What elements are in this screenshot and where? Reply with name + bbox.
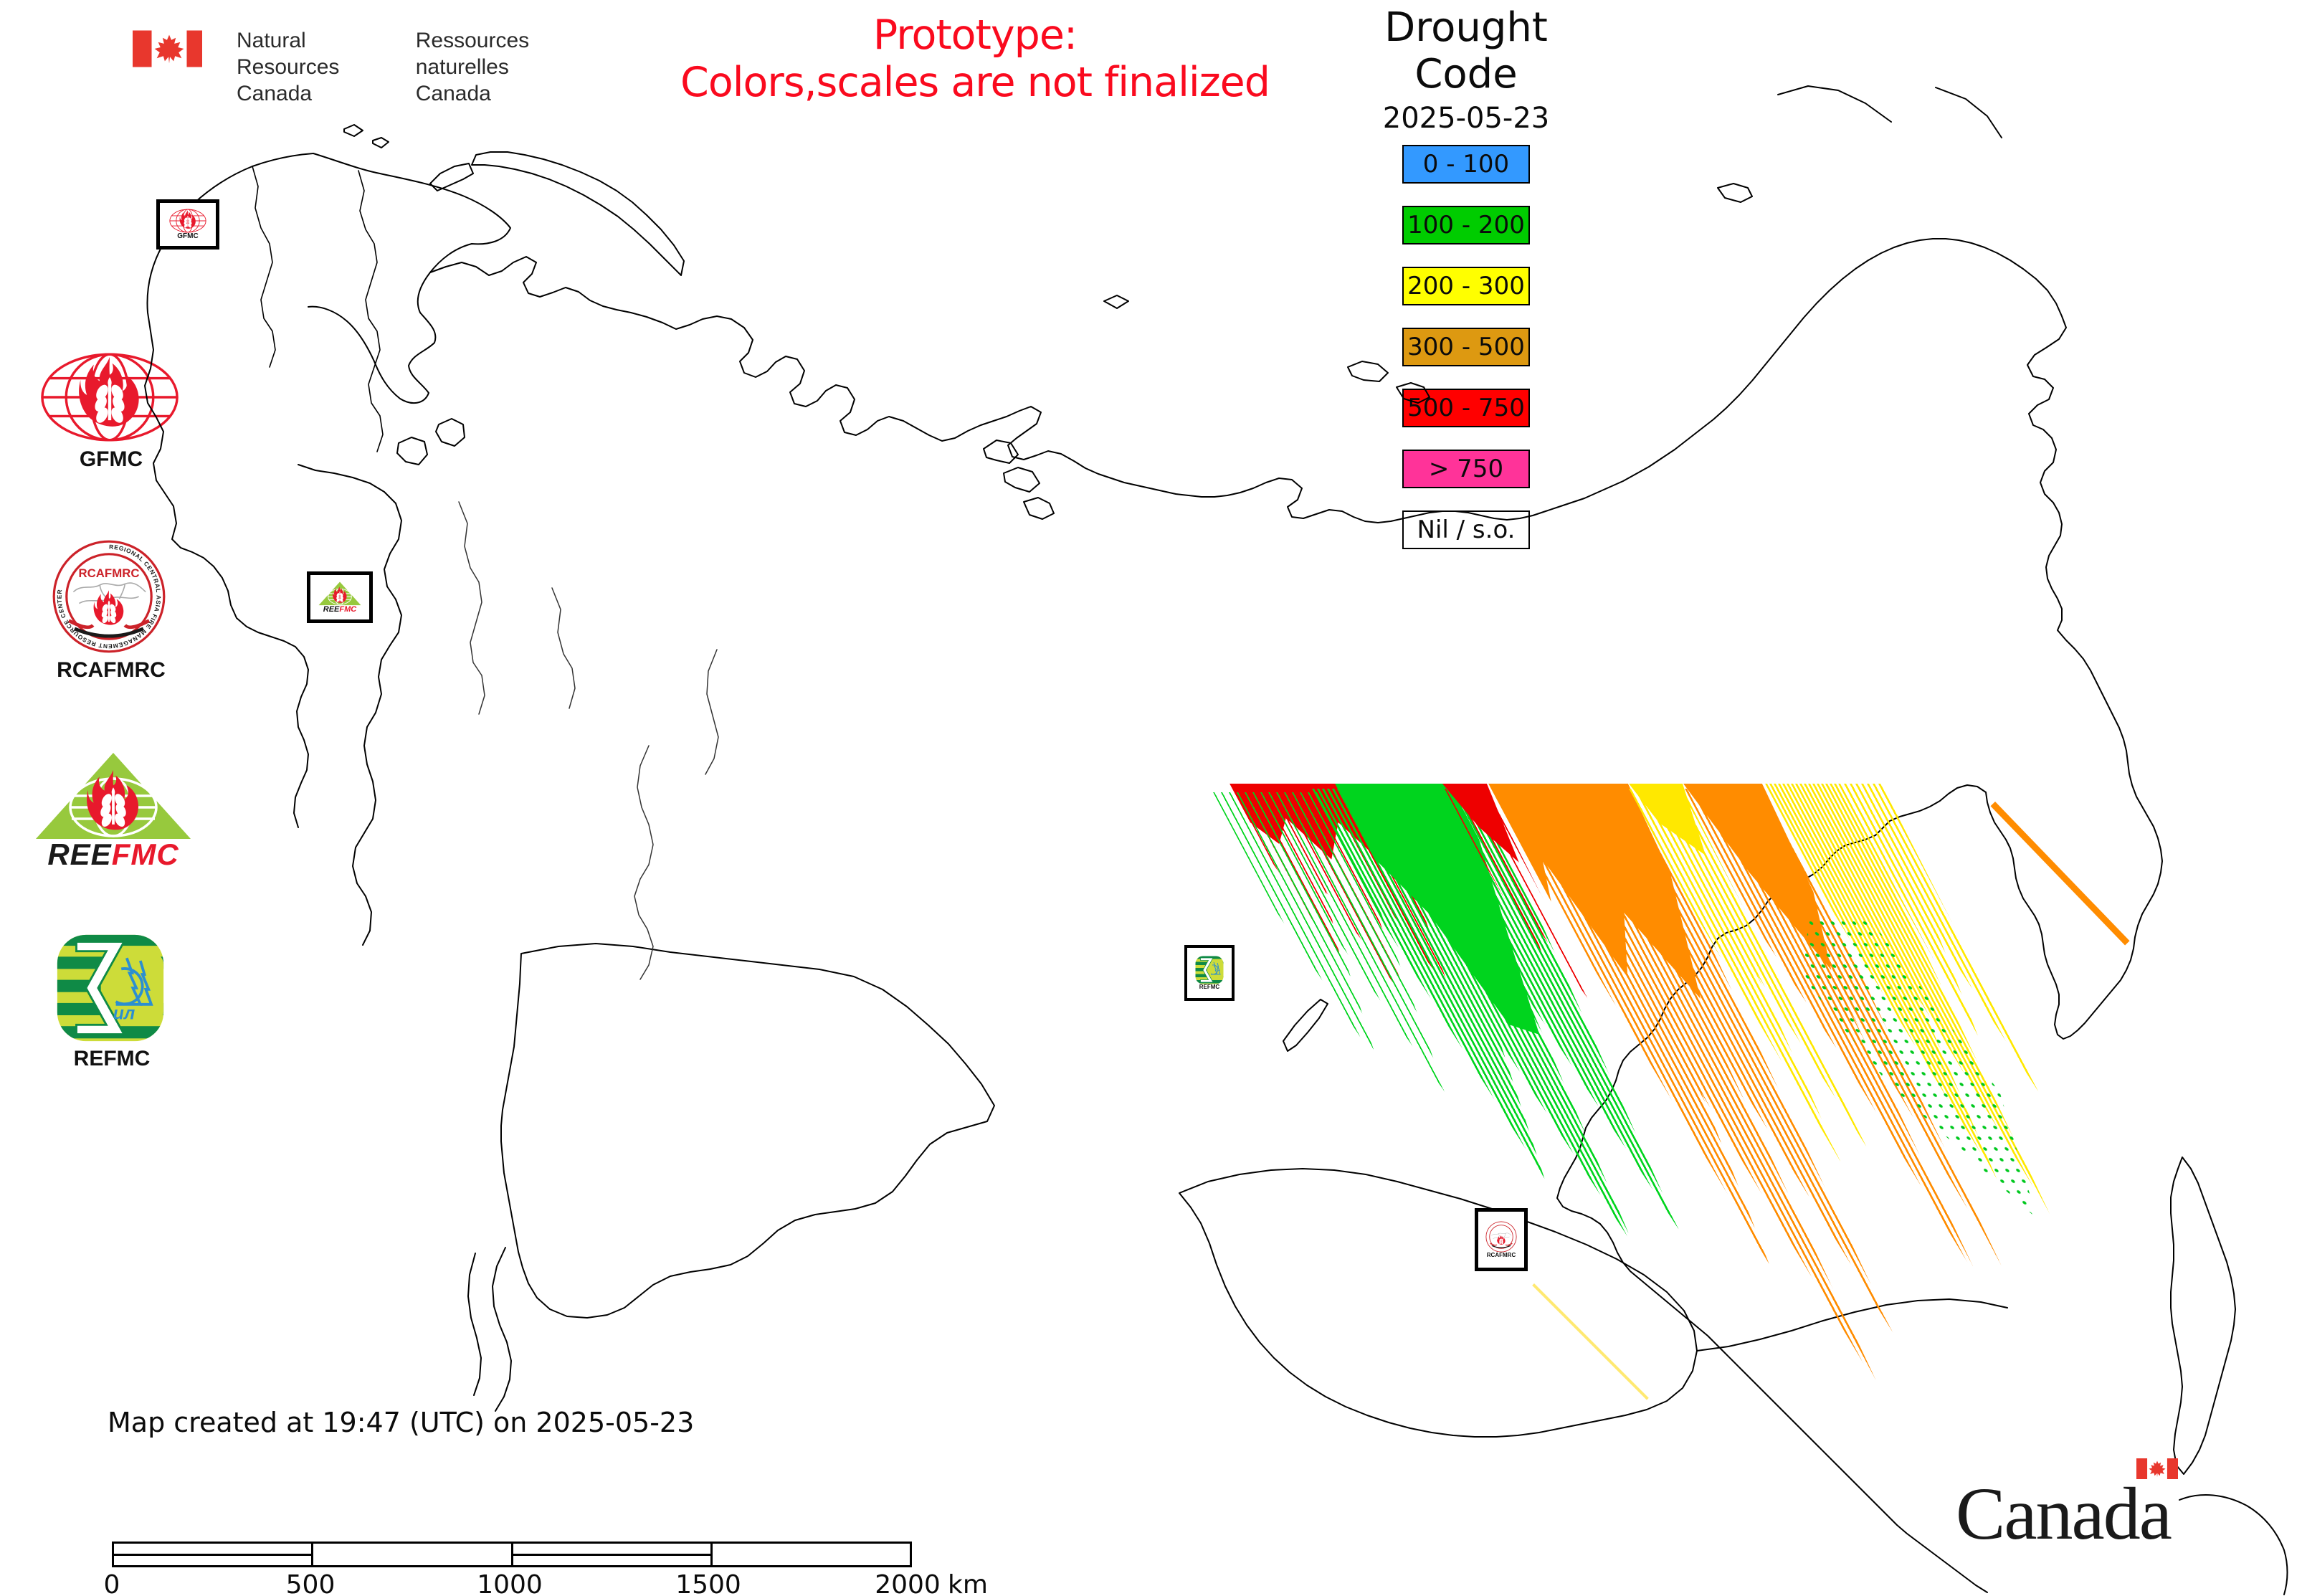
- coastline-arctic: [429, 238, 2163, 1593]
- amur-border: [1696, 1298, 2008, 1352]
- region-border-4: [551, 587, 576, 709]
- scale-bar-labels: 0 500 1000 1500 2000 km: [0, 1570, 1075, 1596]
- scale-segment: [510, 1544, 710, 1565]
- coastline-scandinavia: [144, 153, 314, 828]
- gfmc-marker-label: GFMC: [177, 232, 199, 240]
- legend-class-300-500: 300 - 500: [1402, 328, 1530, 366]
- legend-label: 100 - 200: [1407, 211, 1525, 239]
- nrcan-en-line2: Canada: [237, 82, 313, 105]
- rcafmrc-mini-logo: [1485, 1221, 1517, 1253]
- mongolia-border: [1179, 1168, 1698, 1438]
- scale-segment: [311, 1544, 510, 1565]
- refmc-mini-logo: [1195, 956, 1224, 984]
- map-created-text: Map created at 19:47 (UTC) on 2025-05-23: [108, 1407, 695, 1438]
- scale-segment: [710, 1544, 910, 1565]
- legend-date: 2025-05-23: [1382, 102, 1550, 135]
- legend-class-100-200: 100 - 200: [1402, 206, 1530, 244]
- scale-tick-1500: 1500: [675, 1570, 741, 1596]
- canada-wordmark: Canad a: [1956, 1458, 2178, 1557]
- reefmc-marker-label-red: FMC: [339, 604, 357, 614]
- novaya-zemlya-north: [429, 163, 474, 191]
- legend-label: > 750: [1428, 455, 1504, 483]
- coast-gulf-finland: [298, 464, 402, 946]
- sakhalin: [2170, 1156, 2236, 1475]
- arctic-islets: [343, 124, 1129, 309]
- kazakhstan-border: [500, 943, 995, 1319]
- refmc-inner-text: ил: [113, 1004, 135, 1024]
- wrangel-island: [1717, 183, 1753, 203]
- legend-class-200-300: 200 - 300: [1402, 267, 1530, 305]
- prototype-warning: Prototype: Colors,scales are not finaliz…: [624, 11, 1326, 106]
- nrcan-fr-line2: Canada: [415, 82, 491, 105]
- legend-label: Nil / s.o.: [1417, 516, 1516, 544]
- northeast-islands: [1777, 85, 2002, 138]
- scale-tick-1000: 1000: [477, 1570, 543, 1596]
- border-finland: [358, 170, 384, 452]
- border-norway-sweden: [252, 166, 276, 368]
- legend-label: 200 - 300: [1407, 272, 1525, 300]
- legend-class-500-750: 500 - 750: [1402, 389, 1530, 427]
- lake-ladoga: [396, 437, 428, 465]
- novaya-zemlya: [471, 151, 685, 276]
- caspian-coast: [467, 1247, 512, 1412]
- new-siberian-islands: [1347, 361, 1430, 404]
- rcafmrc-logo-block: REGIONAL CENTRAL ASIA FIRE MANAGEMENT RE…: [52, 539, 171, 683]
- lake-baikal: [1283, 999, 1328, 1052]
- scale-tick-2000: 2000: [875, 1570, 941, 1596]
- map-marker-refmc: REFMC: [1184, 945, 1235, 1001]
- map-marker-reefmc: REEFMC: [307, 571, 373, 623]
- rcafmrc-marker-label: RCAFMRC: [1486, 1252, 1516, 1258]
- legend-title: Drought Code: [1384, 4, 1548, 98]
- scale-segment: [114, 1544, 312, 1565]
- reefmc-mini-logo: [318, 581, 362, 606]
- reefmc-text-red: FMC: [112, 837, 179, 870]
- legend-class-gt-750: > 750: [1402, 450, 1530, 488]
- refmc-marker-label: REFMC: [1199, 984, 1220, 990]
- prototype-warning-line1: Prototype:: [872, 11, 1078, 59]
- rcafmrc-inner-label: RCAFMRC: [79, 566, 140, 580]
- nrcan-signature: Natural Resources Canada Ressources natu…: [133, 20, 620, 105]
- scale-unit: km: [948, 1570, 988, 1596]
- nrcan-fr-line1: Ressources naturelles: [415, 29, 530, 79]
- legend-class-nil: Nil / s.o.: [1402, 510, 1530, 549]
- rcafmrc-logo: REGIONAL CENTRAL ASIA FIRE MANAGEMENT RE…: [52, 539, 166, 654]
- refmc-logo-block: ил REFMC: [56, 934, 168, 1071]
- refmc-label: REFMC: [73, 1047, 151, 1070]
- scale-tick-0: 0: [103, 1570, 120, 1596]
- gfmc-label: GFMC: [79, 447, 143, 471]
- scale-bar: [112, 1542, 912, 1567]
- map-marker-gfmc: GFMC: [156, 199, 219, 250]
- legend-label: 300 - 500: [1407, 333, 1525, 361]
- coastline-main: [308, 153, 511, 404]
- wordmark-flag-icon: [2136, 1458, 2178, 1479]
- lake-onega: [435, 418, 465, 447]
- refmc-logo: ил: [56, 934, 165, 1042]
- severnaya-zemlya: [983, 440, 1055, 520]
- nrcan-en-line1: Natural Resources: [237, 29, 340, 79]
- region-border-3: [705, 649, 719, 775]
- gfmc-mini-logo: [167, 209, 209, 233]
- wordmark-text: Canad a: [1956, 1458, 2178, 1555]
- drought-code-legend: Drought Code 2025-05-23 0 - 100 100 - 20…: [1330, 4, 1602, 571]
- legend-class-0-100: 0 - 100: [1402, 145, 1530, 184]
- region-border-2: [634, 745, 654, 980]
- rcafmrc-label: RCAFMRC: [57, 658, 166, 682]
- scale-tick-500: 500: [285, 1570, 336, 1596]
- prototype-warning-line2: Colors,scales are not finalized: [680, 59, 1270, 106]
- map-marker-rcafmrc: RCAFMRC: [1475, 1208, 1528, 1271]
- svg-text:REEFMC: REEFMC: [47, 837, 179, 870]
- reefmc-text-black: REE: [47, 837, 112, 870]
- gfmc-logo-block: GFMC: [39, 351, 183, 472]
- reefmc-logo: REEFMC: [34, 751, 192, 870]
- reefmc-marker-label-black: REE: [323, 604, 340, 614]
- region-border-1: [458, 501, 485, 715]
- hokkaido: [2179, 1494, 2288, 1595]
- legend-label: 0 - 100: [1422, 150, 1510, 179]
- reefmc-logo-block: REEFMC: [34, 751, 195, 870]
